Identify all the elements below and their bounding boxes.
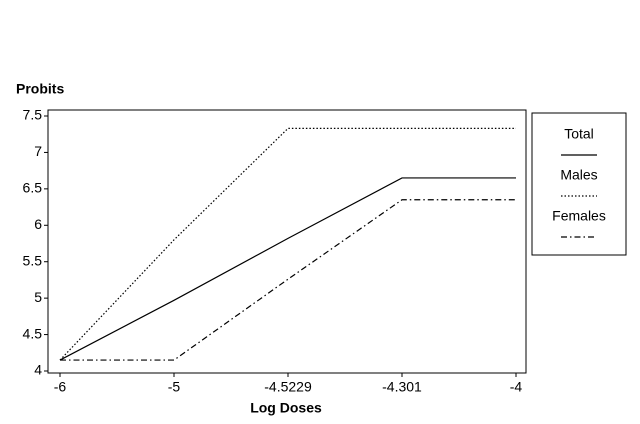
y-axis-label: Probits (16, 81, 64, 97)
legend-label: Males (560, 167, 597, 183)
x-tick-label: -4.5229 (264, 379, 312, 395)
y-tick-label: 7 (34, 143, 42, 159)
x-tick-label: -4.301 (382, 379, 422, 395)
y-tick-label: 6.5 (23, 180, 43, 196)
y-tick-label: 6 (34, 216, 42, 232)
x-axis-label: Log Doses (250, 400, 322, 416)
y-tick-label: 5.5 (23, 252, 43, 268)
x-tick-label: -4 (510, 379, 523, 395)
y-tick-label: 5 (34, 289, 42, 305)
x-tick-label: -5 (168, 379, 181, 395)
legend-label: Total (564, 126, 594, 142)
y-tick-label: 4.5 (23, 325, 43, 341)
y-tick-label: 4 (34, 362, 42, 378)
legend-label: Females (552, 208, 606, 224)
series-line (59, 177, 516, 361)
y-tick-label: 7.5 (23, 107, 43, 123)
x-tick-label: -6 (54, 379, 67, 395)
plot-frame (47, 109, 527, 374)
series-line (60, 199, 516, 361)
series-line (59, 127, 516, 361)
legend-box (531, 112, 627, 256)
